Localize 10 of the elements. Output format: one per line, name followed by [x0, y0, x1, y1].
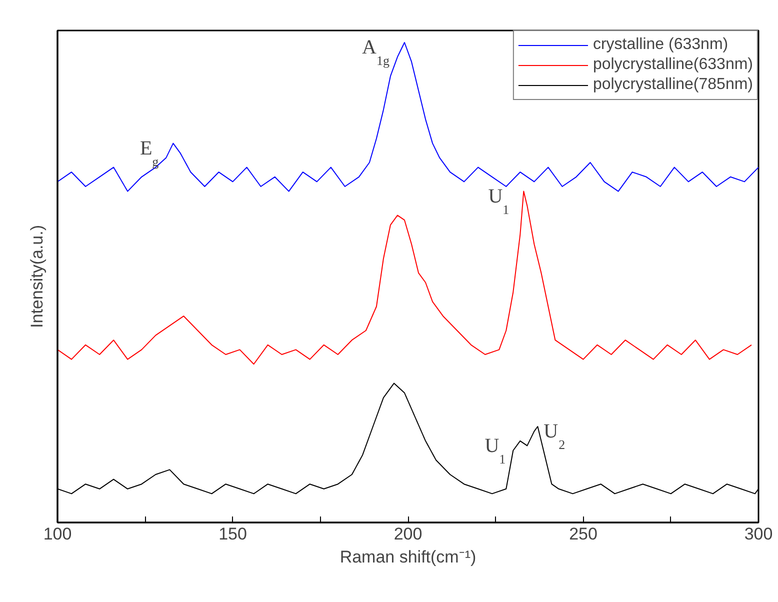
- legend-label: crystalline (633nm): [592, 36, 728, 54]
- legend-label: polycrystalline(633nm): [592, 56, 753, 74]
- y-axis-title: Intensity(a.u.): [28, 224, 46, 328]
- legend-label: polycrystalline(785nm): [592, 76, 753, 94]
- x-tick-label: 150: [218, 524, 247, 544]
- x-axis-title: Raman shift(cm⁻¹): [340, 548, 476, 566]
- x-tick-label: 250: [569, 524, 598, 544]
- x-tick-label: 100: [43, 524, 72, 544]
- x-tick-label: 200: [394, 524, 422, 544]
- x-tick-label: 300: [744, 524, 773, 544]
